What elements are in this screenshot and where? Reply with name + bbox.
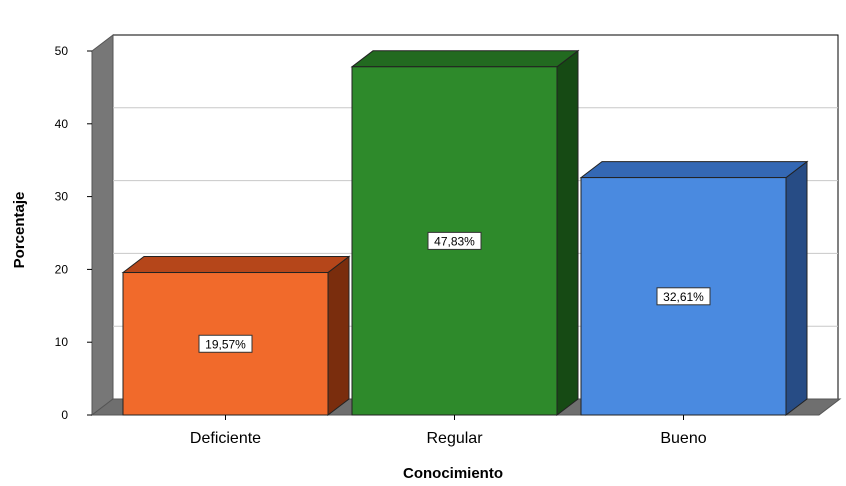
x-axis-label: Conocimiento bbox=[403, 465, 503, 481]
bar-top bbox=[579, 161, 809, 179]
bar-regular: 47,83% bbox=[350, 49, 580, 417]
bar-side bbox=[327, 255, 350, 417]
data-label: 19,57% bbox=[205, 337, 246, 351]
bar-deficiente: 19,57% bbox=[121, 255, 351, 417]
bar-bueno: 32,61% bbox=[579, 160, 809, 417]
bar-side bbox=[785, 160, 808, 417]
y-tick-label: 10 bbox=[55, 335, 69, 349]
y-tick-label: 0 bbox=[61, 408, 68, 422]
data-label-box bbox=[656, 287, 711, 306]
y-tick-label: 30 bbox=[55, 190, 69, 204]
x-tick-label: Bueno bbox=[660, 430, 706, 447]
bar-side bbox=[556, 49, 579, 417]
x-tick-label: Deficiente bbox=[190, 430, 261, 447]
plot-left-wall bbox=[91, 33, 114, 417]
y-tick-label: 50 bbox=[55, 44, 69, 58]
y-tick-label: 20 bbox=[55, 262, 69, 276]
y-axis-label: Porcentaje bbox=[11, 192, 28, 269]
y-tick-label: 40 bbox=[55, 117, 69, 131]
bar-top bbox=[350, 50, 580, 68]
data-label-box bbox=[198, 334, 253, 353]
data-label-box bbox=[427, 231, 482, 250]
data-label: 32,61% bbox=[663, 290, 704, 304]
data-label: 47,83% bbox=[434, 234, 475, 248]
x-tick-label: Regular bbox=[426, 430, 483, 447]
bar-top bbox=[121, 256, 351, 274]
